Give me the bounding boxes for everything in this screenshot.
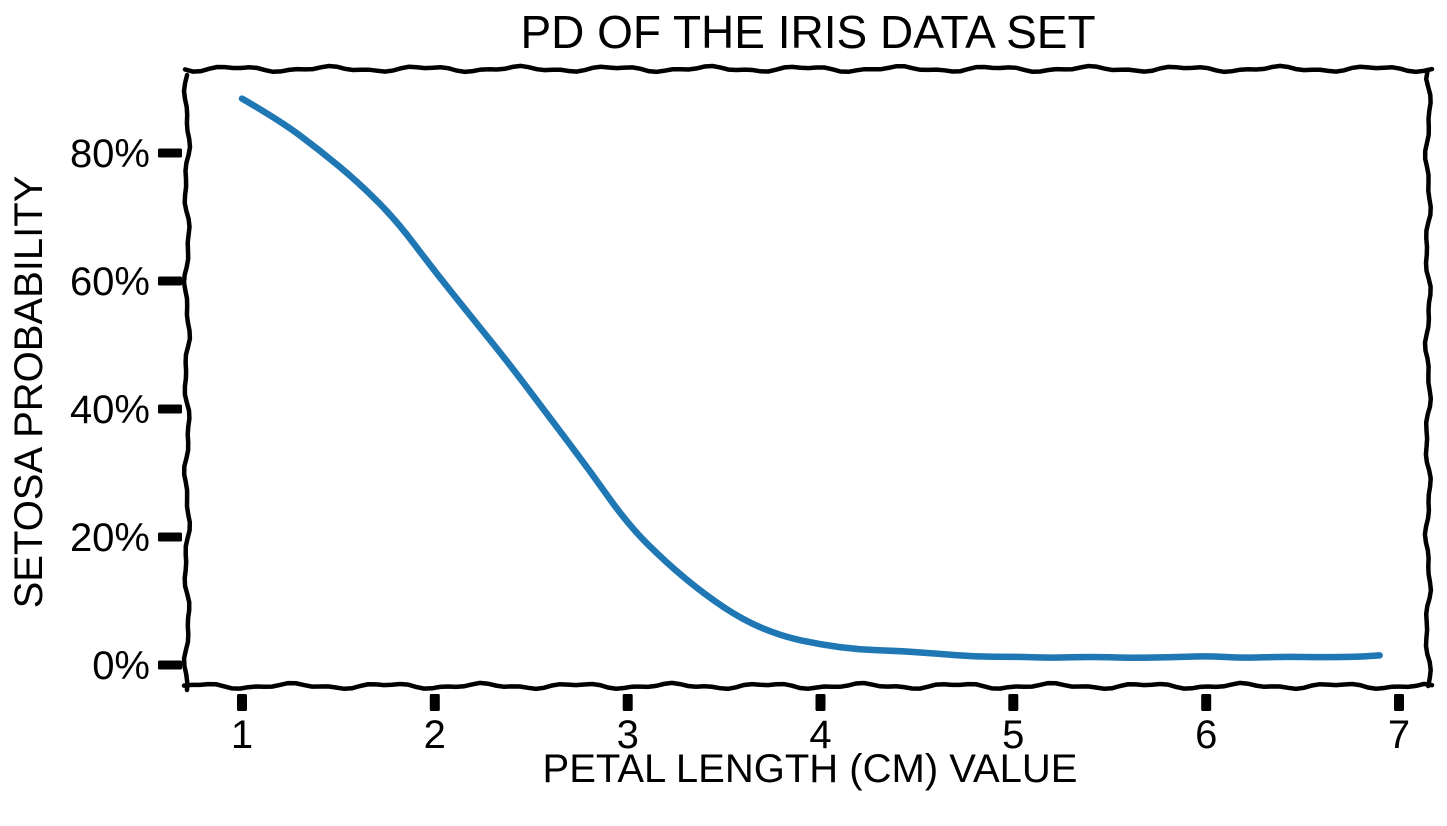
y-tick-label: 60% <box>70 260 150 304</box>
tick-labels: 1 2 3 4 5 6 7 0% 20% 40% 60% 80% <box>70 132 1410 757</box>
bottom-spine <box>181 680 1435 692</box>
x-tick-mark <box>622 694 633 711</box>
series-lines <box>238 95 1383 661</box>
y-tick-label: 40% <box>70 388 150 432</box>
x-tick-label: 6 <box>1195 713 1217 757</box>
chart-title: PD OF THE IRIS DATA SET <box>520 6 1095 58</box>
y-tick-mark <box>158 532 182 542</box>
left-spine <box>181 72 193 693</box>
x-axis-label: PETAL LENGTH (CM) VALUE <box>543 747 1078 791</box>
x-tick-label: 3 <box>617 713 639 757</box>
setosa-probability-line <box>238 95 1383 661</box>
y-tick-label: 80% <box>70 132 150 176</box>
y-tick-mark <box>158 276 182 286</box>
x-tick-mark <box>429 694 440 711</box>
top-spine <box>182 63 1435 75</box>
tick-marks <box>158 148 1404 711</box>
x-tick-label: 2 <box>424 713 446 757</box>
y-tick-mark <box>158 148 182 158</box>
axes-frame <box>181 63 1435 693</box>
y-axis-label: SETOSA PROBABILITY <box>7 176 51 609</box>
x-tick-label: 5 <box>1002 713 1024 757</box>
y-tick-mark <box>158 660 182 670</box>
x-tick-mark <box>1201 694 1212 711</box>
x-tick-mark <box>815 694 826 711</box>
right-spine <box>1422 68 1434 689</box>
x-tick-label: 4 <box>809 713 831 757</box>
y-tick-label: 0% <box>92 644 150 688</box>
y-tick-label: 20% <box>70 516 150 560</box>
x-tick-mark <box>237 694 247 711</box>
x-tick-label: 7 <box>1388 713 1410 757</box>
y-tick-mark <box>158 404 182 414</box>
x-tick-mark <box>1008 694 1019 711</box>
x-tick-label: 1 <box>231 713 253 757</box>
x-tick-mark <box>1394 694 1404 711</box>
